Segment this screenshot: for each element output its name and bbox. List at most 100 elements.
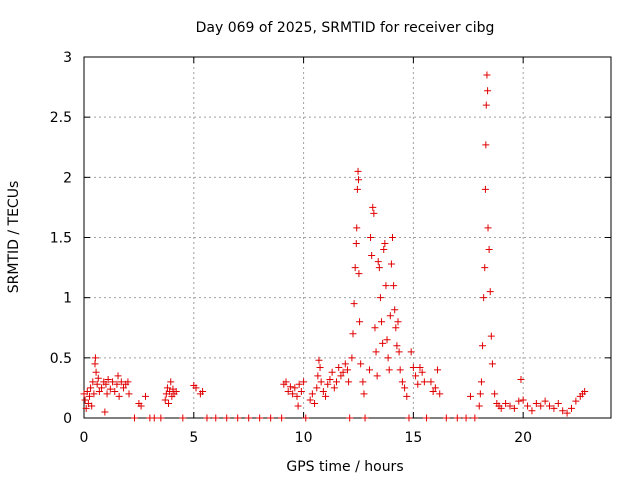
- data-point: [282, 378, 290, 386]
- data-point: [103, 390, 111, 398]
- data-point: [101, 408, 109, 416]
- data-point: [344, 366, 351, 374]
- data-point: [115, 392, 123, 400]
- data-point: [519, 396, 527, 404]
- data-point: [150, 414, 158, 422]
- y-axis-label: SRMTID / TECUs: [6, 181, 22, 294]
- data-point: [326, 375, 334, 383]
- data-point: [476, 390, 484, 398]
- data-point: [497, 404, 505, 412]
- data-point: [381, 240, 389, 248]
- data-point: [317, 378, 325, 386]
- data-point: [541, 397, 549, 405]
- data-point: [546, 402, 554, 410]
- data-point: [106, 385, 114, 393]
- data-point: [482, 101, 490, 109]
- data-point: [328, 368, 336, 376]
- data-point: [125, 390, 133, 398]
- data-point: [89, 378, 97, 386]
- data-point: [368, 252, 376, 260]
- data-point: [550, 404, 558, 412]
- data-point: [354, 167, 362, 175]
- data-point: [414, 380, 422, 388]
- data-point: [324, 380, 332, 388]
- data-point: [297, 388, 305, 396]
- data-point: [370, 209, 378, 217]
- data-point: [286, 383, 294, 391]
- x-axis-label: GPS time / hours: [286, 459, 403, 475]
- y-tick-label: 1: [63, 291, 72, 307]
- data-point: [466, 392, 474, 400]
- data-point: [349, 330, 357, 338]
- data-point: [393, 342, 401, 350]
- data-point: [436, 390, 444, 398]
- data-point: [554, 400, 562, 408]
- data-point: [316, 363, 324, 371]
- data-point: [98, 384, 106, 392]
- data-point: [90, 390, 98, 398]
- data-point: [563, 409, 571, 417]
- data-point: [212, 414, 220, 422]
- data-point: [81, 396, 89, 404]
- data-point: [371, 324, 379, 332]
- data-point: [93, 380, 101, 388]
- data-point: [141, 392, 149, 400]
- data-point: [392, 324, 400, 332]
- data-point: [418, 368, 426, 376]
- data-point: [376, 294, 384, 302]
- data-point: [85, 392, 93, 400]
- data-point: [346, 414, 354, 422]
- data-point: [245, 414, 253, 422]
- data-point: [315, 356, 323, 364]
- data-point: [111, 388, 119, 396]
- data-point: [360, 390, 368, 398]
- data-point: [311, 400, 319, 408]
- data-point: [348, 354, 356, 362]
- data-point: [423, 414, 431, 422]
- data-point: [91, 354, 99, 362]
- data-point: [510, 404, 518, 412]
- data-point: [477, 378, 485, 386]
- data-point: [117, 378, 125, 386]
- data-point: [120, 384, 128, 392]
- data-point: [484, 87, 492, 95]
- data-point: [483, 71, 491, 79]
- data-point: [480, 294, 488, 302]
- data-point: [356, 318, 364, 326]
- data-point: [372, 348, 380, 356]
- data-point: [359, 378, 367, 386]
- data-points: [80, 71, 589, 422]
- data-point: [137, 402, 145, 410]
- data-point: [567, 404, 575, 412]
- data-point: [409, 363, 417, 371]
- data-point: [88, 402, 96, 410]
- data-point: [172, 388, 180, 396]
- data-point: [488, 360, 496, 368]
- data-point: [416, 363, 424, 371]
- data-point: [532, 400, 540, 408]
- data-point: [420, 378, 428, 386]
- data-point: [515, 397, 523, 405]
- data-point: [352, 240, 360, 248]
- data-point: [91, 360, 99, 368]
- data-point: [319, 388, 327, 396]
- data-point: [395, 348, 403, 356]
- x-tick-label: 10: [295, 430, 313, 446]
- data-point: [322, 392, 330, 400]
- data-point: [581, 388, 589, 396]
- data-point: [337, 372, 345, 380]
- data-point: [389, 234, 397, 241]
- data-point: [412, 372, 420, 380]
- data-point: [378, 318, 386, 326]
- data-point: [485, 246, 493, 254]
- data-point: [203, 414, 211, 422]
- data-point: [293, 392, 301, 400]
- data-point: [383, 336, 391, 344]
- data-point: [330, 384, 338, 392]
- data-point: [165, 400, 173, 408]
- data-point: [351, 264, 359, 272]
- data-point: [382, 282, 390, 290]
- data-point: [335, 363, 343, 371]
- data-point: [179, 414, 187, 422]
